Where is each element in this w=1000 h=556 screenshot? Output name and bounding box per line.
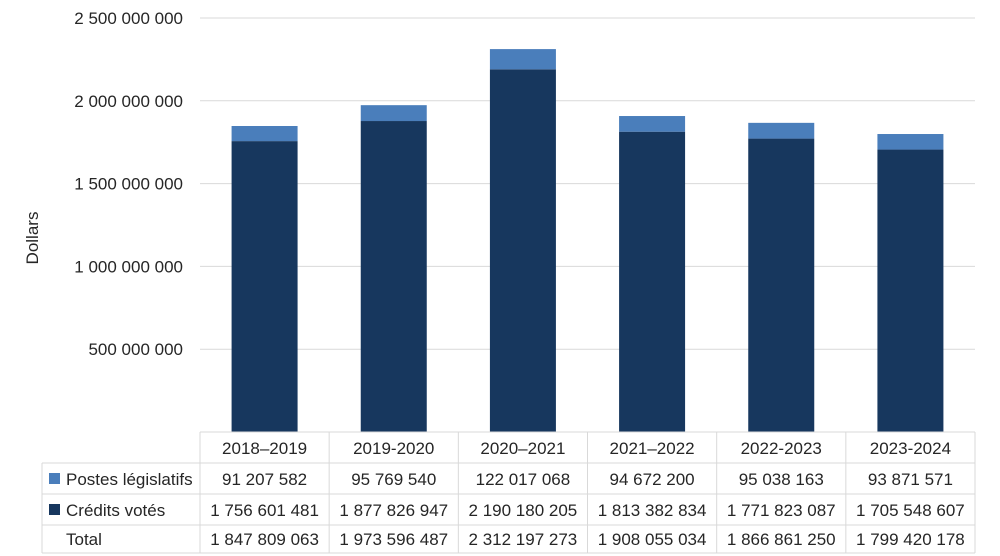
table-cell: 94 672 200 (610, 470, 695, 489)
y-tick-label: 1 000 000 000 (74, 257, 183, 276)
table-cell: 2 190 180 205 (469, 501, 578, 520)
gridlines (200, 17, 975, 350)
table-cell: 1 866 861 250 (727, 530, 836, 549)
table-cell: 2 312 197 273 (469, 530, 578, 549)
y-tick-labels: 500 000 000 1 000 000 000 1 500 000 000 2 0… (74, 9, 183, 359)
table-cell: 1 847 809 063 (210, 530, 319, 549)
bar-postes-legislatifs (360, 105, 427, 122)
category-label: 2023-2024 (870, 439, 951, 458)
category-label: 2021–2022 (610, 439, 695, 458)
bar-credits-votes (877, 149, 944, 432)
data-table: 2018–2019 2019-2020 2020–2021 2021–2022 2022… (41, 431, 976, 554)
table-cell: 122 017 068 (476, 470, 571, 489)
legend-key (49, 473, 60, 484)
legend-label: Crédits votés (66, 501, 165, 520)
legend-label: Total (66, 530, 102, 549)
category-label: 2022-2023 (741, 439, 822, 458)
table-cell: 1 813 382 834 (598, 501, 707, 520)
bar-credits-votes (748, 138, 815, 432)
table-cell: 95 038 163 (739, 470, 824, 489)
table-cell: 91 207 582 (222, 470, 307, 489)
table-cell: 93 871 571 (868, 470, 953, 489)
table-cell: 1 771 823 087 (727, 501, 836, 520)
category-label: 2019-2020 (353, 439, 434, 458)
table-cell: 1 973 596 487 (339, 530, 448, 549)
bar-credits-votes (360, 121, 427, 432)
category-label: 2020–2021 (480, 439, 565, 458)
y-tick-label: 500 000 000 (88, 340, 183, 359)
bar-credits-votes (619, 131, 686, 432)
table-cell: 1 799 420 178 (856, 530, 965, 549)
bars (231, 49, 944, 433)
bar-credits-votes (489, 69, 556, 433)
bar-postes-legislatifs (231, 126, 298, 142)
bar-postes-legislatifs (619, 116, 686, 132)
legend-label: Postes législatifs (66, 470, 193, 489)
bar-credits-votes (231, 141, 298, 432)
table-cell: 1 705 548 607 (856, 501, 965, 520)
legend-key (49, 504, 60, 515)
y-tick-label: 2 000 000 000 (74, 92, 183, 111)
y-tick-label: 1 500 000 000 (74, 175, 183, 194)
table-cell: 95 769 540 (351, 470, 436, 489)
y-axis-label: Dollars (23, 212, 42, 265)
table-cell: 1 908 055 034 (598, 530, 707, 549)
category-label: 2018–2019 (222, 439, 307, 458)
bar-postes-legislatifs (748, 122, 815, 139)
table-cell: 1 756 601 481 (210, 501, 319, 520)
table-cell: 1 877 826 947 (339, 501, 448, 520)
y-tick-label: 2 500 000 000 (74, 9, 183, 28)
bar-postes-legislatifs (489, 49, 556, 70)
bar-postes-legislatifs (877, 134, 944, 150)
